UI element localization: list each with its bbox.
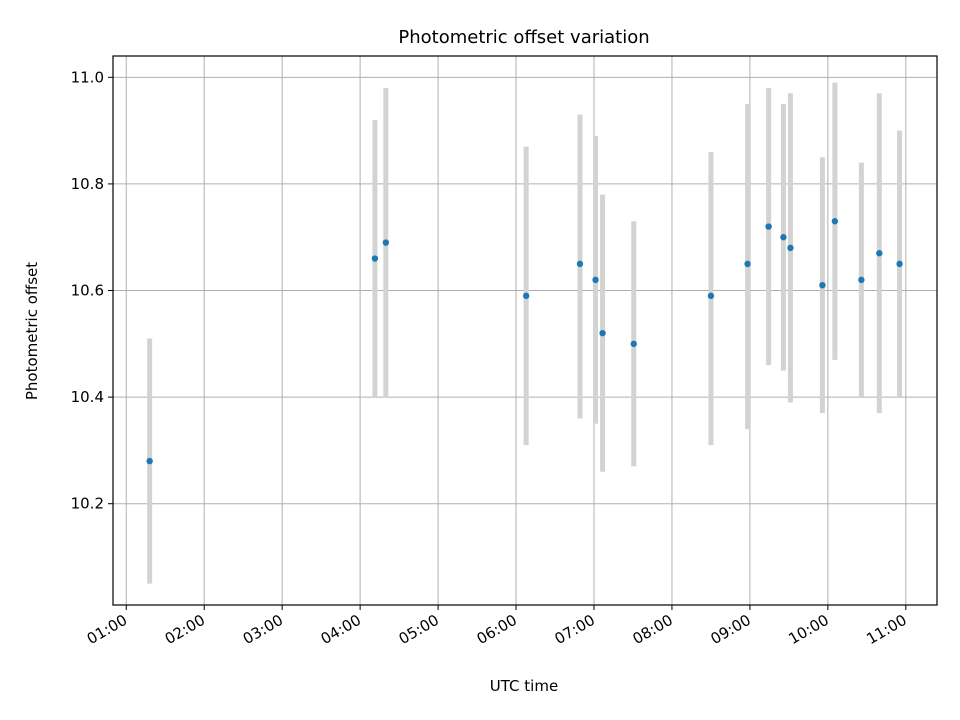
data-point	[630, 340, 637, 348]
x-axis-title: UTC time	[490, 677, 558, 695]
error-bars	[147, 82, 903, 584]
data-point	[780, 234, 787, 241]
x-tick-label: 01:00	[84, 611, 130, 648]
chart-title: Photometric offset variation	[398, 27, 649, 48]
data-point	[146, 457, 153, 465]
data-point	[787, 244, 794, 252]
data-point	[876, 250, 883, 257]
x-tick-label: 06:00	[474, 611, 520, 648]
y-tick-label: 10.6	[71, 282, 104, 300]
data-point	[819, 281, 826, 289]
x-tick-label: 02:00	[162, 611, 208, 648]
data-point	[599, 329, 606, 337]
data-point	[896, 260, 903, 268]
data-point	[831, 218, 839, 225]
x-tick-label: 05:00	[396, 611, 442, 648]
y-tick-label: 10.2	[71, 495, 104, 513]
plot-frame	[112, 55, 938, 606]
x-axis-ticks: 01:00 02:00 03:00 04:00 05:00 06:00 07:00 08:00…	[84, 605, 910, 648]
data-point	[382, 239, 390, 246]
data-point	[707, 292, 715, 300]
x-tick-label: 11:00	[863, 611, 909, 648]
y-tick-label: 10.8	[71, 175, 104, 193]
data-point	[744, 260, 751, 268]
data-points	[146, 218, 903, 465]
y-axis-ticks: 10.2 10.4 10.6 10.8 11.0	[71, 68, 113, 513]
data-point	[371, 255, 379, 262]
x-tick-label: 07:00	[552, 611, 598, 648]
y-tick-label: 11.0	[71, 68, 104, 86]
x-tick-label: 04:00	[318, 611, 364, 648]
x-tick-label: 09:00	[707, 611, 753, 648]
x-tick-label: 10:00	[785, 611, 831, 648]
data-point	[522, 292, 530, 300]
data-point	[765, 223, 772, 230]
y-tick-label: 10.4	[71, 388, 104, 406]
data-point	[858, 276, 865, 284]
data-point	[592, 276, 599, 284]
x-tick-label: 03:00	[240, 611, 286, 648]
y-axis-title: Photometric offset	[23, 262, 41, 400]
data-point	[576, 260, 584, 268]
x-tick-label: 08:00	[630, 611, 676, 648]
